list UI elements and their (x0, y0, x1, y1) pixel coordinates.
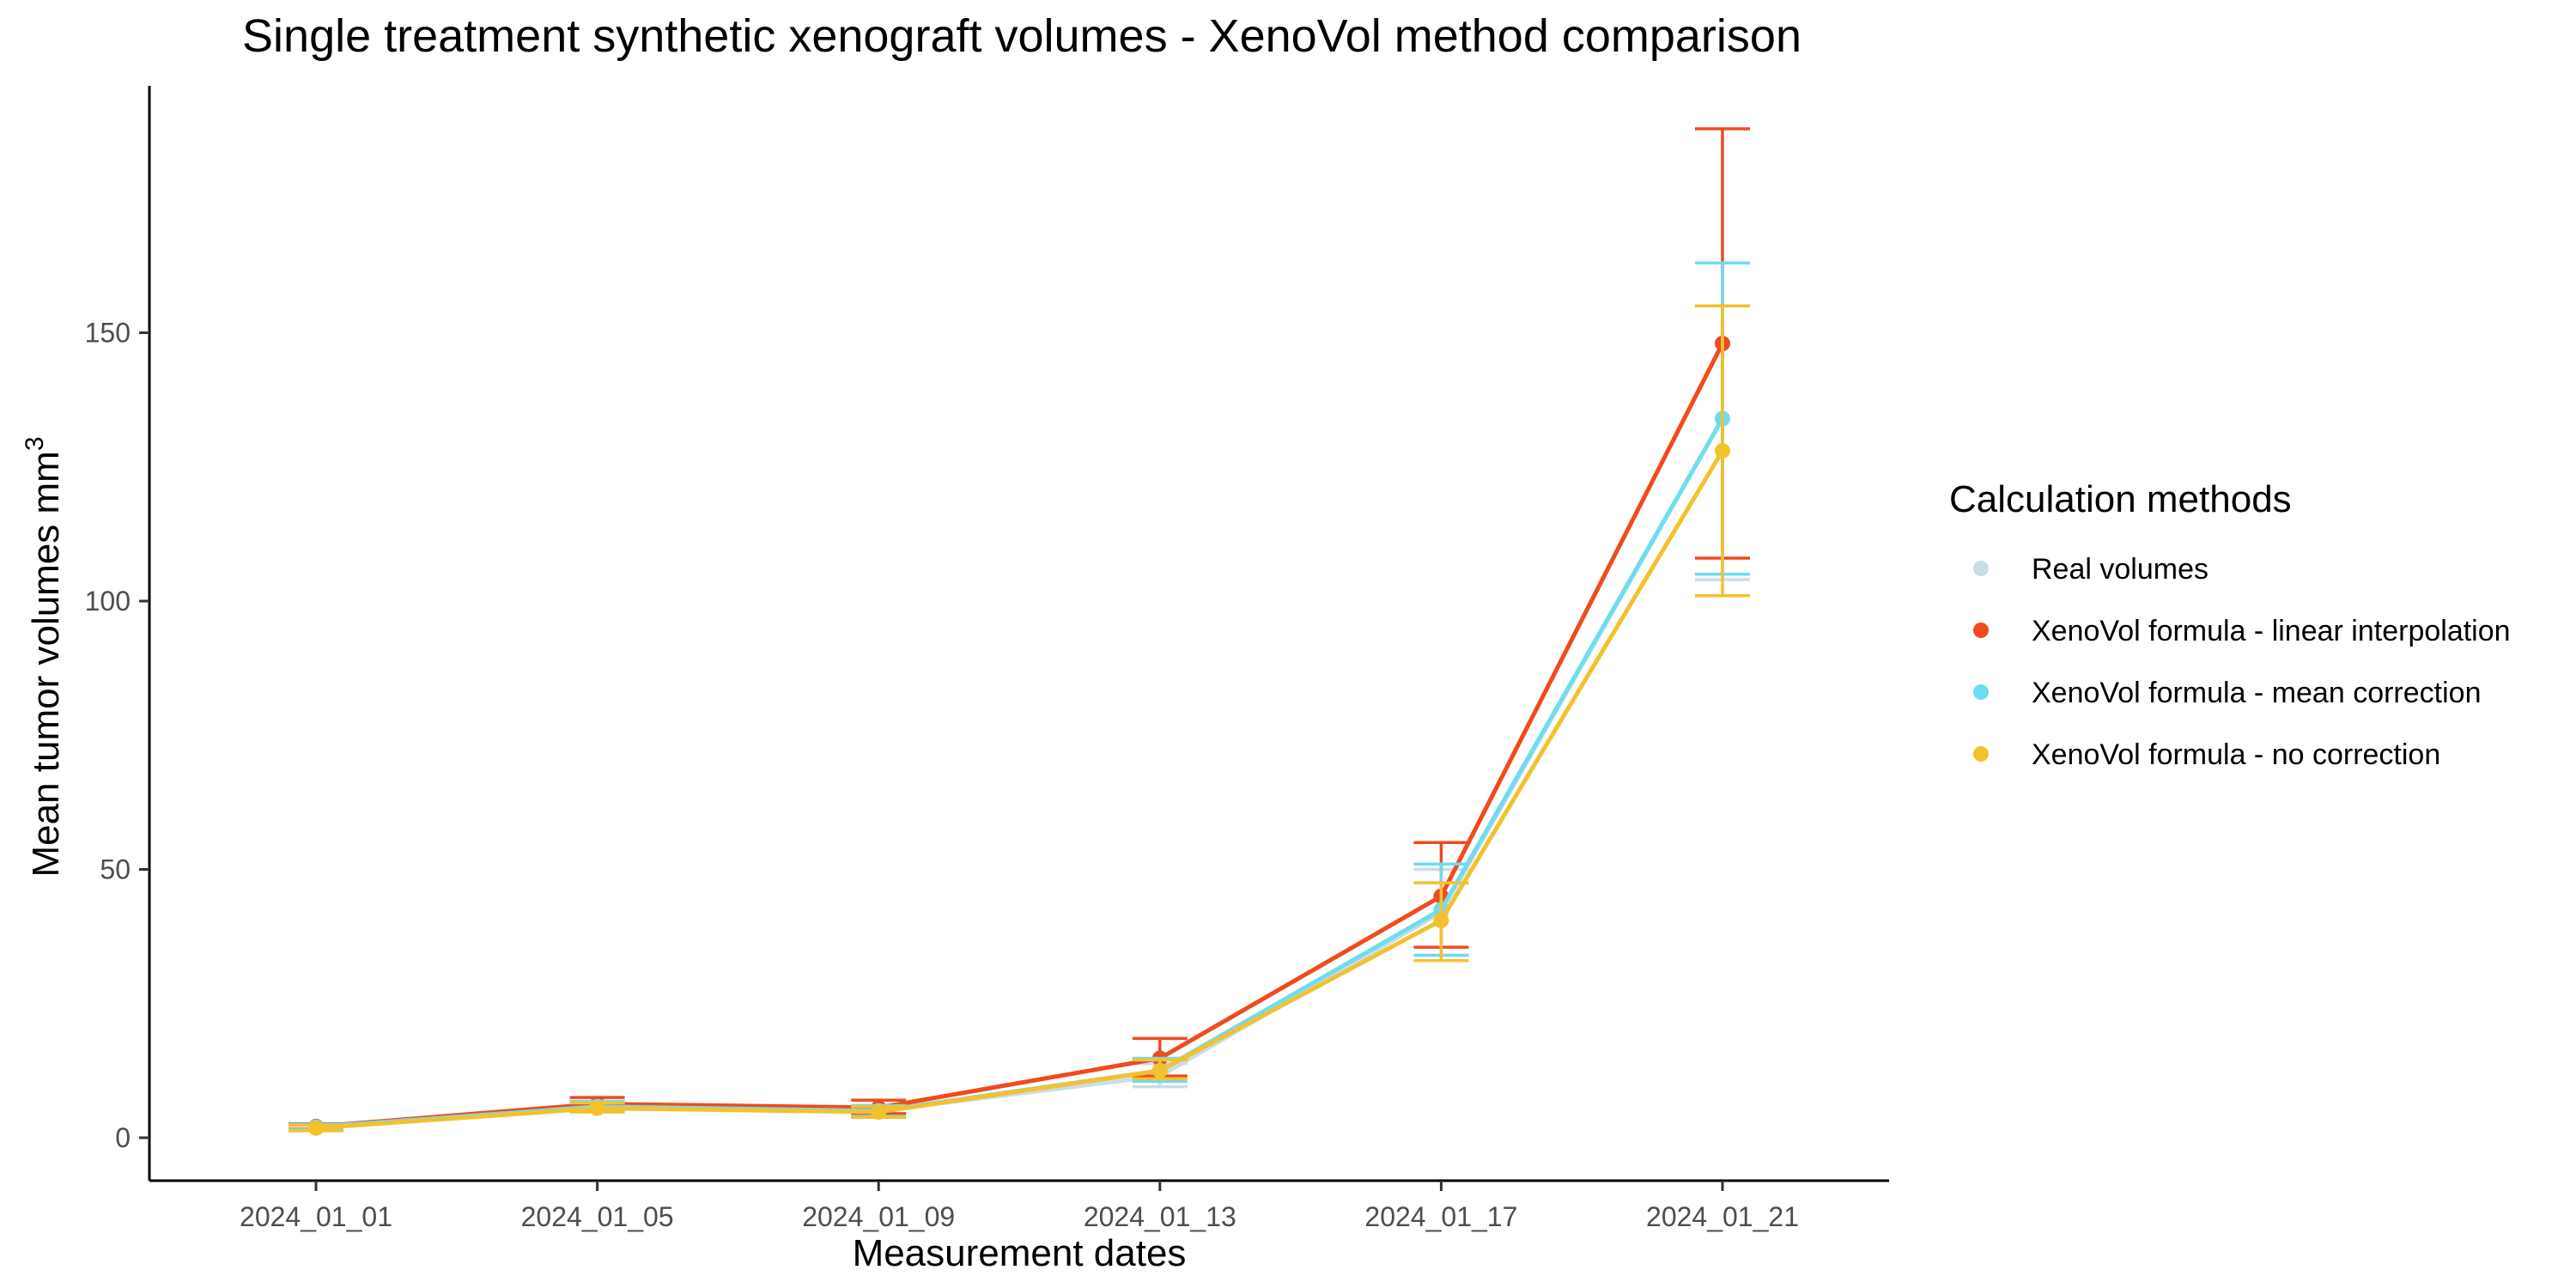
legend-label: Real volumes (2032, 553, 2208, 586)
y-tick-label: 100 (85, 586, 131, 617)
legend-key (1973, 561, 1989, 576)
x-axis-title: Measurement dates (853, 1232, 1187, 1274)
y-tick-label: 150 (85, 318, 131, 349)
plot-area (289, 127, 1750, 1136)
y-axis-title: Mean tumor volumes mm3 (21, 436, 67, 877)
legend-key (1973, 684, 1989, 700)
legend-label: XenoVol formula - mean correction (2032, 677, 2481, 709)
x-tick-label: 2024_01_05 (521, 1201, 674, 1232)
y-tick-label: 50 (100, 854, 131, 885)
x-tick-label: 2024_01_21 (1646, 1201, 1799, 1232)
legend-key (1973, 623, 1989, 638)
x-tick-label: 2024_01_13 (1084, 1201, 1236, 1232)
y-axis-title-superscript: 3 (21, 436, 49, 451)
data-point (308, 1120, 324, 1136)
series-line (315, 417, 1725, 1129)
series-line (315, 342, 1725, 1129)
legend-key (1973, 746, 1989, 762)
legend-label: XenoVol formula - linear interpolation (2032, 615, 2511, 647)
x-axis-ticks: 2024_01_01 2024_01_05 2024_01_09 2024_01_13… (240, 1181, 1799, 1232)
chart-title: Single treatment synthetic xenograft vol… (242, 10, 1801, 62)
data-point (589, 1100, 605, 1116)
series-group (289, 304, 1750, 1136)
y-tick-label: 0 (115, 1122, 131, 1153)
y-axis-ticks: 0 50 100 150 (85, 318, 149, 1153)
x-tick-label: 2024_01_09 (802, 1201, 955, 1232)
series-group (289, 261, 1750, 1135)
series-group (289, 261, 1750, 1135)
x-tick-label: 2024_01_01 (240, 1201, 392, 1232)
data-point (1151, 1062, 1168, 1078)
data-point (1715, 443, 1730, 459)
legend-label: XenoVol formula - no correction (2032, 738, 2440, 771)
series-line (315, 449, 1725, 1131)
data-point (871, 1104, 887, 1120)
legend: Real volumes XenoVol formula - linear int… (1973, 553, 2511, 771)
legend-title: Calculation methods (1949, 478, 2292, 520)
series-line (315, 417, 1725, 1129)
series-group (289, 127, 1750, 1134)
data-point (1433, 912, 1449, 928)
x-tick-label: 2024_01_17 (1364, 1201, 1517, 1232)
y-axis-title-text: Mean tumor volumes mm (25, 451, 67, 877)
